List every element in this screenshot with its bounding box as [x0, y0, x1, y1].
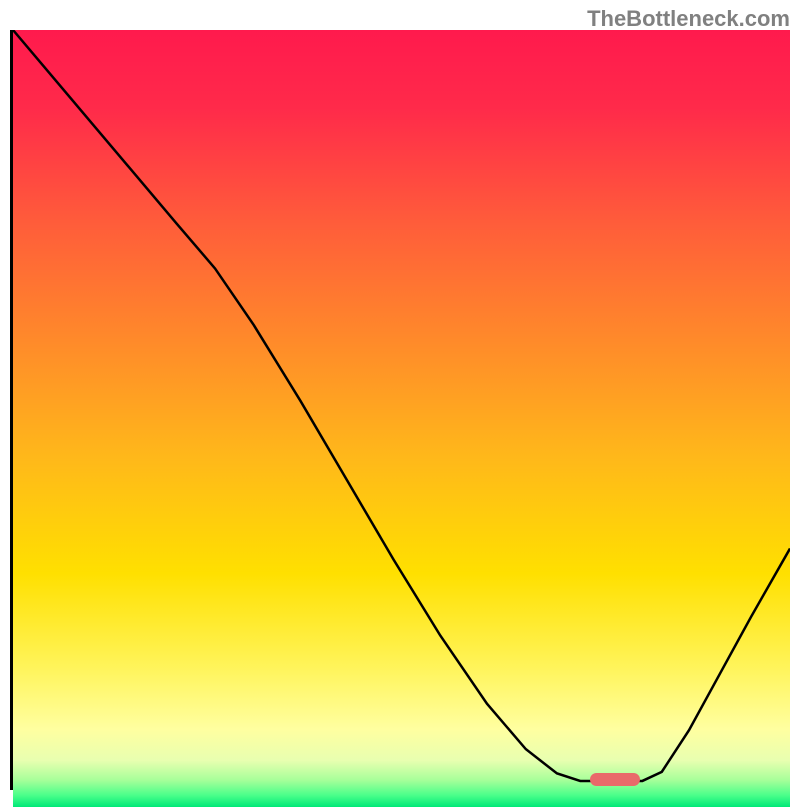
- bottleneck-chart: [10, 30, 790, 790]
- optimal-marker: [590, 773, 641, 787]
- curve-line: [13, 30, 790, 787]
- watermark-text: TheBottleneck.com: [587, 6, 790, 32]
